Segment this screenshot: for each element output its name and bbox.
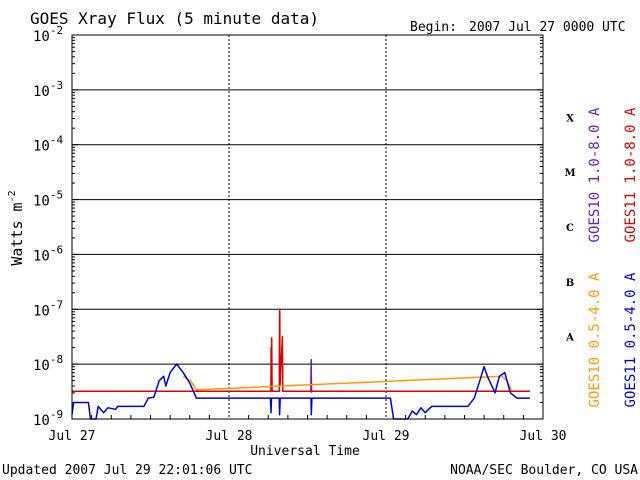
- y-axis-label-exponent: -2: [7, 190, 18, 202]
- legend-goes11_long: GOES11 1.0-8.0 A: [623, 107, 639, 242]
- flare-class-b: B: [566, 278, 574, 289]
- flare-class-m: M: [564, 168, 575, 179]
- begin-label: Begin:: [410, 20, 457, 35]
- y-tick-label: 10-5: [33, 189, 63, 210]
- y-tick-label: 10-8: [33, 353, 63, 374]
- x-tick-label: Jul 27: [49, 429, 96, 444]
- x-axis-label: Universal Time: [250, 444, 360, 459]
- y-tick-label: 10-2: [33, 24, 63, 45]
- y-axis-label: Watts m-2: [7, 190, 26, 265]
- x-axis-ticks: Jul 27 Jul 28 Jul 29 Jul 30: [49, 415, 567, 444]
- y-tick-label: 10-3: [33, 79, 63, 100]
- flare-class-x: X: [566, 113, 574, 124]
- gridlines: [72, 35, 543, 419]
- y-tick-label: 10-4: [33, 134, 63, 155]
- legend-goes10_short: GOES10 0.5-4.0 A: [587, 272, 603, 407]
- y-tick-label: 10-6: [33, 243, 63, 264]
- data-series: [71, 308, 530, 420]
- begin-value: 2007 Jul 27 0000 UTC: [469, 20, 626, 35]
- data-source: NOAA/SEC Boulder, CO USA: [450, 463, 638, 478]
- x-tick-label: Jul 30: [520, 429, 567, 444]
- y-tick-label: 10-7: [33, 298, 63, 319]
- flare-class-labels: A B C M X: [564, 113, 575, 343]
- chart-title: GOES Xray Flux (5 minute data): [30, 9, 319, 28]
- y-axis-label-text: Watts m: [8, 202, 26, 265]
- y-axis-ticks: 10-9 10-8 10-7 10-6 10-5 10-4 10-3 10-2: [33, 24, 543, 429]
- svg-text:Watts m-2: Watts m-2: [7, 190, 26, 265]
- series-goes11_short: [71, 363, 530, 420]
- flare-class-a: A: [565, 333, 574, 344]
- x-tick-label: Jul 28: [206, 429, 253, 444]
- y-tick-label: 10-9: [33, 408, 63, 429]
- legend: GOES10 1.0-8.0 A GOES11 1.0-8.0 A GOES10 0…: [587, 107, 639, 407]
- legend-goes10_long: GOES10 1.0-8.0 A: [587, 107, 603, 242]
- plot-frame: [71, 34, 544, 420]
- updated-timestamp: Updated 2007 Jul 29 22:01:06 UTC: [2, 463, 252, 478]
- flare-class-c: C: [566, 223, 574, 234]
- legend-goes11_short: GOES11 0.5-4.0 A: [623, 272, 639, 407]
- x-tick-label: Jul 29: [363, 429, 410, 444]
